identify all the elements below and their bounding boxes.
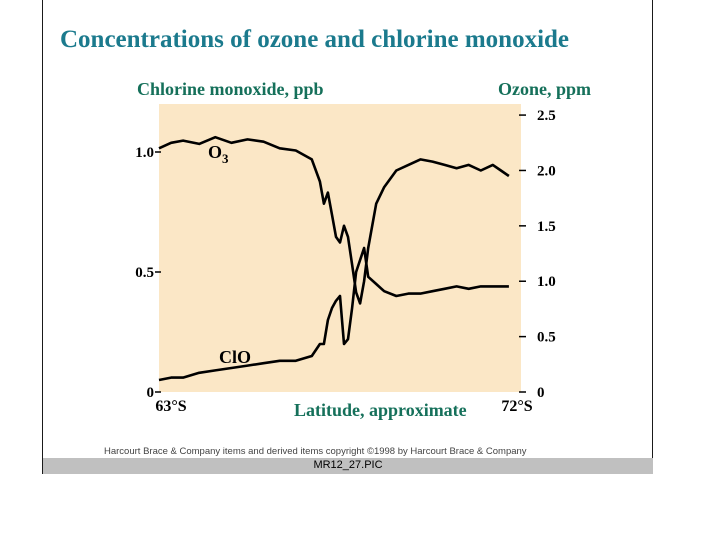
right-tick-label: 2.0 [537, 163, 556, 179]
o3-label: O3 [208, 142, 229, 166]
copyright-notice: Harcourt Brace & Company items and deriv… [104, 446, 527, 457]
right-tick-label: 0 [537, 385, 545, 401]
x-tick-label: 63°S [155, 398, 186, 415]
left-tick-label: 1.0 [135, 145, 154, 161]
left-tick-label: 0.5 [135, 265, 154, 281]
chart-title: Concentrations of ozone and chlorine mon… [60, 26, 570, 53]
x-axis-label: Latitude, approximate [294, 400, 467, 420]
series-line-clo [158, 246, 509, 382]
right-axis-label: Ozone, ppm [498, 79, 592, 99]
clo-label: ClO [219, 347, 251, 367]
right-tick-label: 2.5 [537, 108, 556, 124]
footer-bar: MR12_27.PIC [43, 458, 653, 474]
plot-area [159, 104, 521, 392]
series-line-o3 [158, 135, 510, 305]
x-tick-label: 72°S [501, 398, 532, 415]
right-tick-label: 1.5 [537, 219, 556, 235]
right-tick-label: 0.5 [537, 330, 556, 346]
filename-label: MR12_27.PIC [313, 459, 383, 471]
left-tick-label: 0 [147, 385, 155, 401]
right-tick-label: 1.0 [537, 274, 556, 290]
left-axis-label: Chlorine monoxide, ppb [137, 79, 324, 99]
